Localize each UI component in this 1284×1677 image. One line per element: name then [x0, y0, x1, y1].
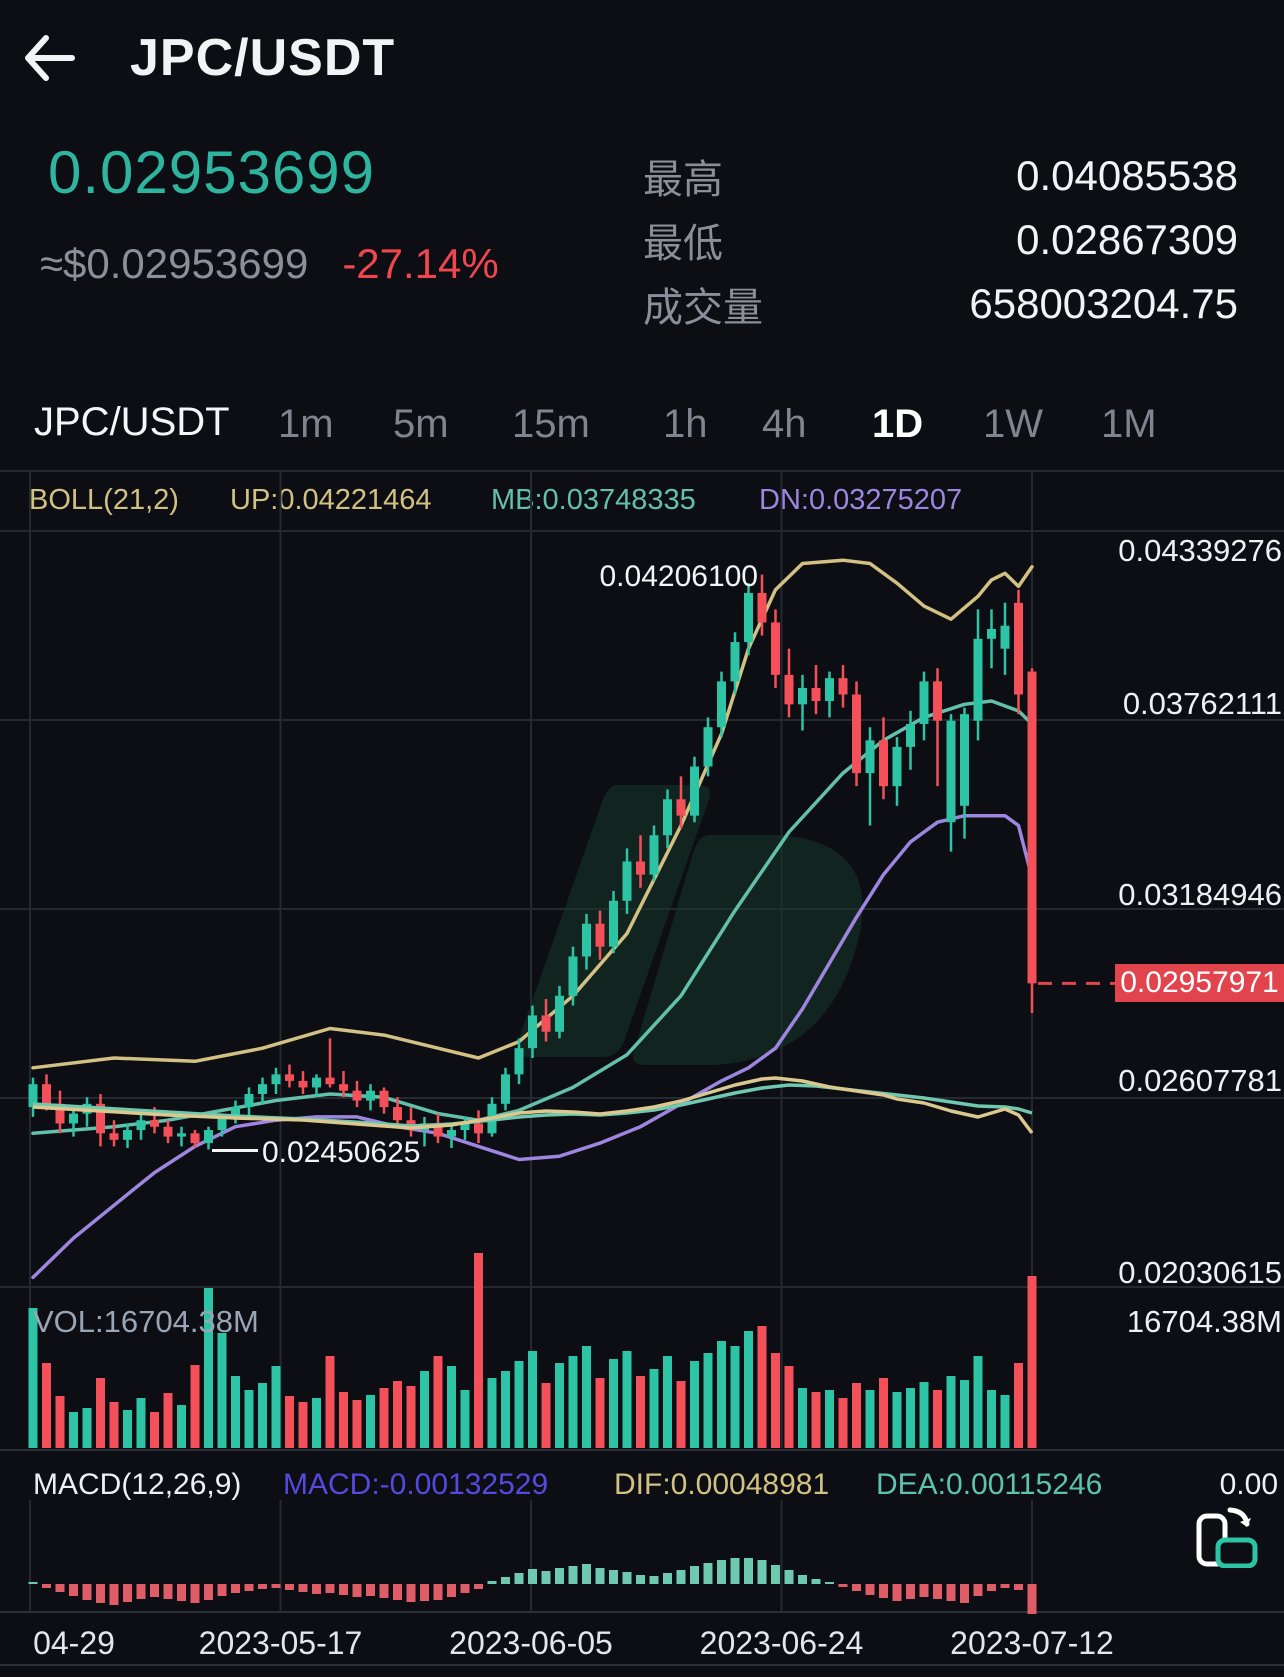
candlestick-chart[interactable]: [0, 445, 1284, 1677]
price-sub-row: ≈$0.02953699 -27.14%: [40, 240, 499, 288]
dea-value: DEA:0.00115246: [876, 1468, 1103, 1501]
stat-value: 0.04085538: [1016, 152, 1238, 199]
rotate-screen-button[interactable]: [1196, 1504, 1258, 1573]
date-axis-label: 04-29: [33, 1625, 115, 1661]
low-marker-dash: [212, 1148, 258, 1152]
stat-label: 最低: [643, 222, 723, 266]
macd-label: MACD(12,26,9): [33, 1468, 242, 1501]
price-axis-label: 0.02607781: [1118, 1063, 1282, 1098]
stat-label: 成交量: [643, 286, 763, 330]
boll-dn-value: DN:0.03275207: [759, 484, 963, 516]
timeframe-tab-15m[interactable]: 15m: [512, 402, 590, 446]
stat-value: 658003204.75: [969, 280, 1238, 327]
low-marker-label: 0.02450625: [212, 1136, 421, 1170]
boll-up-value: UP:0.04221464: [230, 484, 432, 516]
dif-value: DIF:0.00048981: [614, 1468, 830, 1501]
page-title: JPC/USDT: [130, 29, 396, 87]
high-marker-label: 0.04206100: [599, 560, 759, 593]
date-axis-label: 2023-06-05: [449, 1625, 613, 1661]
timeframe-tab-4h[interactable]: 4h: [762, 402, 807, 446]
stat-label: 最高: [643, 158, 723, 202]
price-axis-label: 0.03184946: [1118, 877, 1282, 912]
stat-value: 0.02867309: [1016, 216, 1238, 263]
macd-zero-axis-label: 0.00: [1219, 1468, 1278, 1501]
timeframe-tab-1m[interactable]: 1m: [278, 402, 334, 446]
timeframe-tab-1W[interactable]: 1W: [983, 402, 1043, 446]
timeframe-tab-5m[interactable]: 5m: [393, 402, 449, 446]
stat-row: 成交量 658003204.75: [643, 272, 1238, 336]
macd-value: MACD:-0.00132529: [283, 1468, 549, 1501]
toolbar-pair-label: JPC/USDT: [34, 400, 230, 444]
date-axis-label: 2023-07-12: [950, 1625, 1114, 1661]
back-arrow-icon: [25, 35, 75, 81]
volume-indicator-label: VOL:16704.38M: [33, 1304, 259, 1339]
timeframe-tab-1M[interactable]: 1M: [1101, 402, 1157, 446]
last-price-tag: 0.02957971: [1115, 964, 1284, 1002]
timeframe-tab-1D[interactable]: 1D: [872, 402, 924, 446]
fiat-equivalent: ≈$0.02953699: [40, 240, 309, 287]
volume-axis-label: 16704.38M: [1126, 1304, 1282, 1339]
date-axis-label: 2023-05-17: [198, 1625, 363, 1661]
back-button[interactable]: [20, 30, 80, 86]
rotate-screen-icon: [1196, 1507, 1258, 1569]
last-price: 0.02953699: [48, 139, 375, 206]
price-axis-label: 0.02030615: [1118, 1255, 1282, 1290]
stats-panel: 最高 0.04085538 最低 0.02867309 成交量 658003204.75: [643, 144, 1238, 336]
timeframe-tab-1h[interactable]: 1h: [663, 402, 708, 446]
stat-row: 最高 0.04085538: [643, 144, 1238, 208]
change-percent: -27.14%: [342, 240, 499, 287]
boll-label: BOLL(21,2): [29, 484, 179, 516]
watermark-logo: [516, 785, 863, 1065]
price-axis-label: 0.03762111: [1122, 686, 1282, 721]
stat-row: 最低 0.02867309: [643, 208, 1238, 272]
date-axis-label: 2023-06-24: [699, 1625, 864, 1661]
price-axis-label: 0.04339276: [1118, 533, 1282, 568]
boll-mb-value: MB:0.03748335: [491, 484, 696, 516]
